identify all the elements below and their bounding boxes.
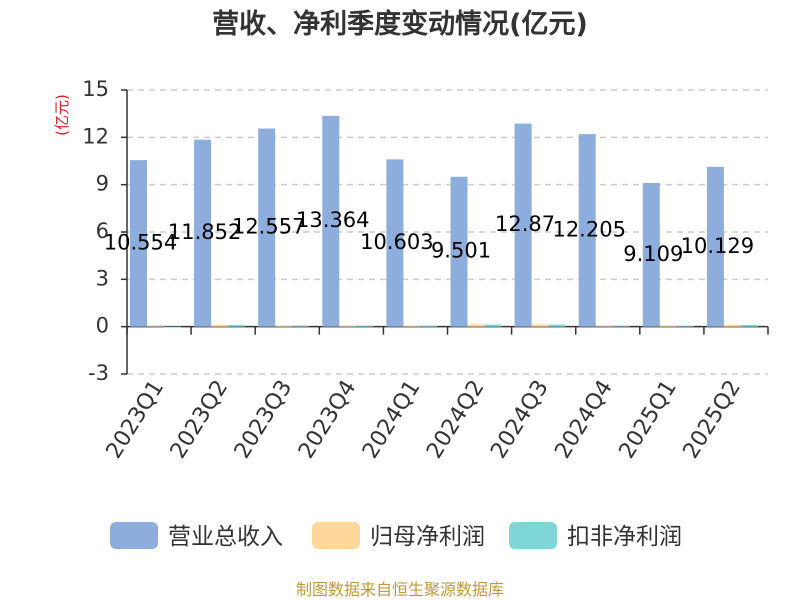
x-tick-label: 2023Q1 (102, 376, 169, 463)
revenue-bar-2024q1 (386, 159, 404, 327)
net-profit-bar-2024q4 (595, 326, 613, 327)
deducted-profit-bar-2025q2 (740, 324, 758, 327)
revenue-bar-2023q2 (194, 139, 212, 327)
deducted-profit-bar-2025q1 (676, 326, 694, 327)
x-tick-label: 2024Q1 (358, 376, 425, 463)
x-axis-tick-labels: 2023Q12023Q22023Q32023Q42024Q12024Q22024… (102, 376, 746, 463)
x-tick-label: 2023Q3 (230, 376, 297, 463)
x-tick-label: 2025Q2 (679, 376, 746, 463)
gridlines (127, 89, 768, 375)
revenue-bar-2024q4 (578, 134, 596, 327)
x-tick-label: 2023Q2 (166, 376, 233, 463)
legend-swatch-net-profit (312, 522, 360, 549)
deducted-profit-bar-2024q2 (484, 324, 502, 327)
deducted-profit-bar-2024q3 (548, 324, 566, 327)
x-tick-label: 2024Q3 (486, 376, 553, 463)
revenue-value-label-2023q4: 13.364 (296, 208, 369, 232)
deducted-profit-bar-2023q2 (228, 324, 246, 327)
net-profit-bar-2023q4 (339, 325, 357, 327)
revenue-value-label-2023q2: 11.852 (168, 220, 241, 244)
revenue-value-label-2024q1: 10.603 (360, 230, 433, 254)
revenue-value-label-2025q2: 10.129 (681, 234, 754, 258)
revenue-bar-2023q4 (322, 115, 340, 327)
x-tick-label: 2024Q2 (422, 376, 489, 463)
bars (130, 115, 758, 328)
x-tick-label: 2024Q4 (550, 376, 617, 463)
y-tick-label: 15 (82, 77, 109, 101)
x-tick-label: 2025Q1 (614, 376, 681, 463)
y-axis-label: (亿元) (53, 94, 71, 136)
y-tick-label: 6 (96, 219, 109, 243)
y-axis-tick-labels: 15 12 9 6 3 0 -3 (82, 77, 109, 385)
legend-swatch-deducted-profit (509, 522, 557, 549)
net-profit-bar-2024q1 (403, 325, 421, 327)
source-footer: 制图数据来自恒生聚源数据库 (296, 580, 504, 599)
net-profit-bar-2023q3 (275, 325, 293, 327)
net-profit-bar-2023q2 (211, 324, 229, 327)
revenue-bar-2025q2 (706, 166, 724, 327)
legend-label-deducted-profit: 扣非净利润 (567, 524, 682, 550)
revenue-bar-2024q3 (514, 123, 532, 327)
net-profit-bar-2023q1 (147, 326, 164, 327)
legend-swatch-revenue (110, 522, 158, 549)
deducted-profit-bar-2023q3 (292, 326, 310, 327)
revenue-value-label-2024q4: 12.205 (552, 217, 625, 241)
y-tick-label: 0 (96, 314, 109, 338)
revenue-bar-2023q3 (258, 128, 276, 327)
net-profit-bar-2024q2 (467, 324, 485, 327)
value-labels: 10.55411.85212.55713.36410.6039.50112.87… (104, 208, 754, 266)
revenue-bar-2025q1 (642, 182, 660, 327)
deducted-profit-bar-2023q4 (356, 326, 374, 327)
chart-title: 营收、净利季度变动情况(亿元) (212, 8, 588, 40)
revenue-value-label-2023q1: 10.554 (104, 230, 177, 254)
net-profit-bar-2025q1 (659, 325, 677, 327)
revenue-value-label-2023q3: 12.557 (232, 215, 305, 239)
legend-item-net-profit[interactable]: 归母净利润 (312, 522, 485, 550)
deducted-profit-bar-2024q4 (612, 326, 630, 327)
revenue-value-label-2024q3: 12.87 (495, 212, 555, 236)
legend: 营业总收入 归母净利润 扣非净利润 (110, 522, 682, 550)
net-profit-bar-2025q2 (723, 324, 741, 327)
y-tick-label: -3 (88, 361, 109, 385)
legend-label-revenue: 营业总收入 (168, 524, 283, 550)
revenue-bar-2023q1 (130, 160, 147, 327)
y-tick-label: 12 (82, 124, 109, 148)
x-tick-label: 2023Q4 (294, 376, 361, 463)
y-tick-label: 3 (96, 266, 109, 290)
deducted-profit-bar-2024q1 (420, 325, 438, 327)
legend-item-revenue[interactable]: 营业总收入 (110, 522, 283, 550)
revenue-bar-2024q2 (450, 176, 468, 327)
legend-label-net-profit: 归母净利润 (370, 524, 485, 550)
revenue-value-label-2024q2: 9.501 (431, 239, 491, 263)
revenue-value-label-2025q1: 9.109 (623, 242, 683, 266)
y-tick-label: 9 (96, 172, 109, 196)
deducted-profit-bar-2023q1 (164, 326, 181, 328)
legend-item-deducted-profit[interactable]: 扣非净利润 (509, 522, 682, 550)
net-profit-bar-2024q3 (531, 324, 549, 327)
